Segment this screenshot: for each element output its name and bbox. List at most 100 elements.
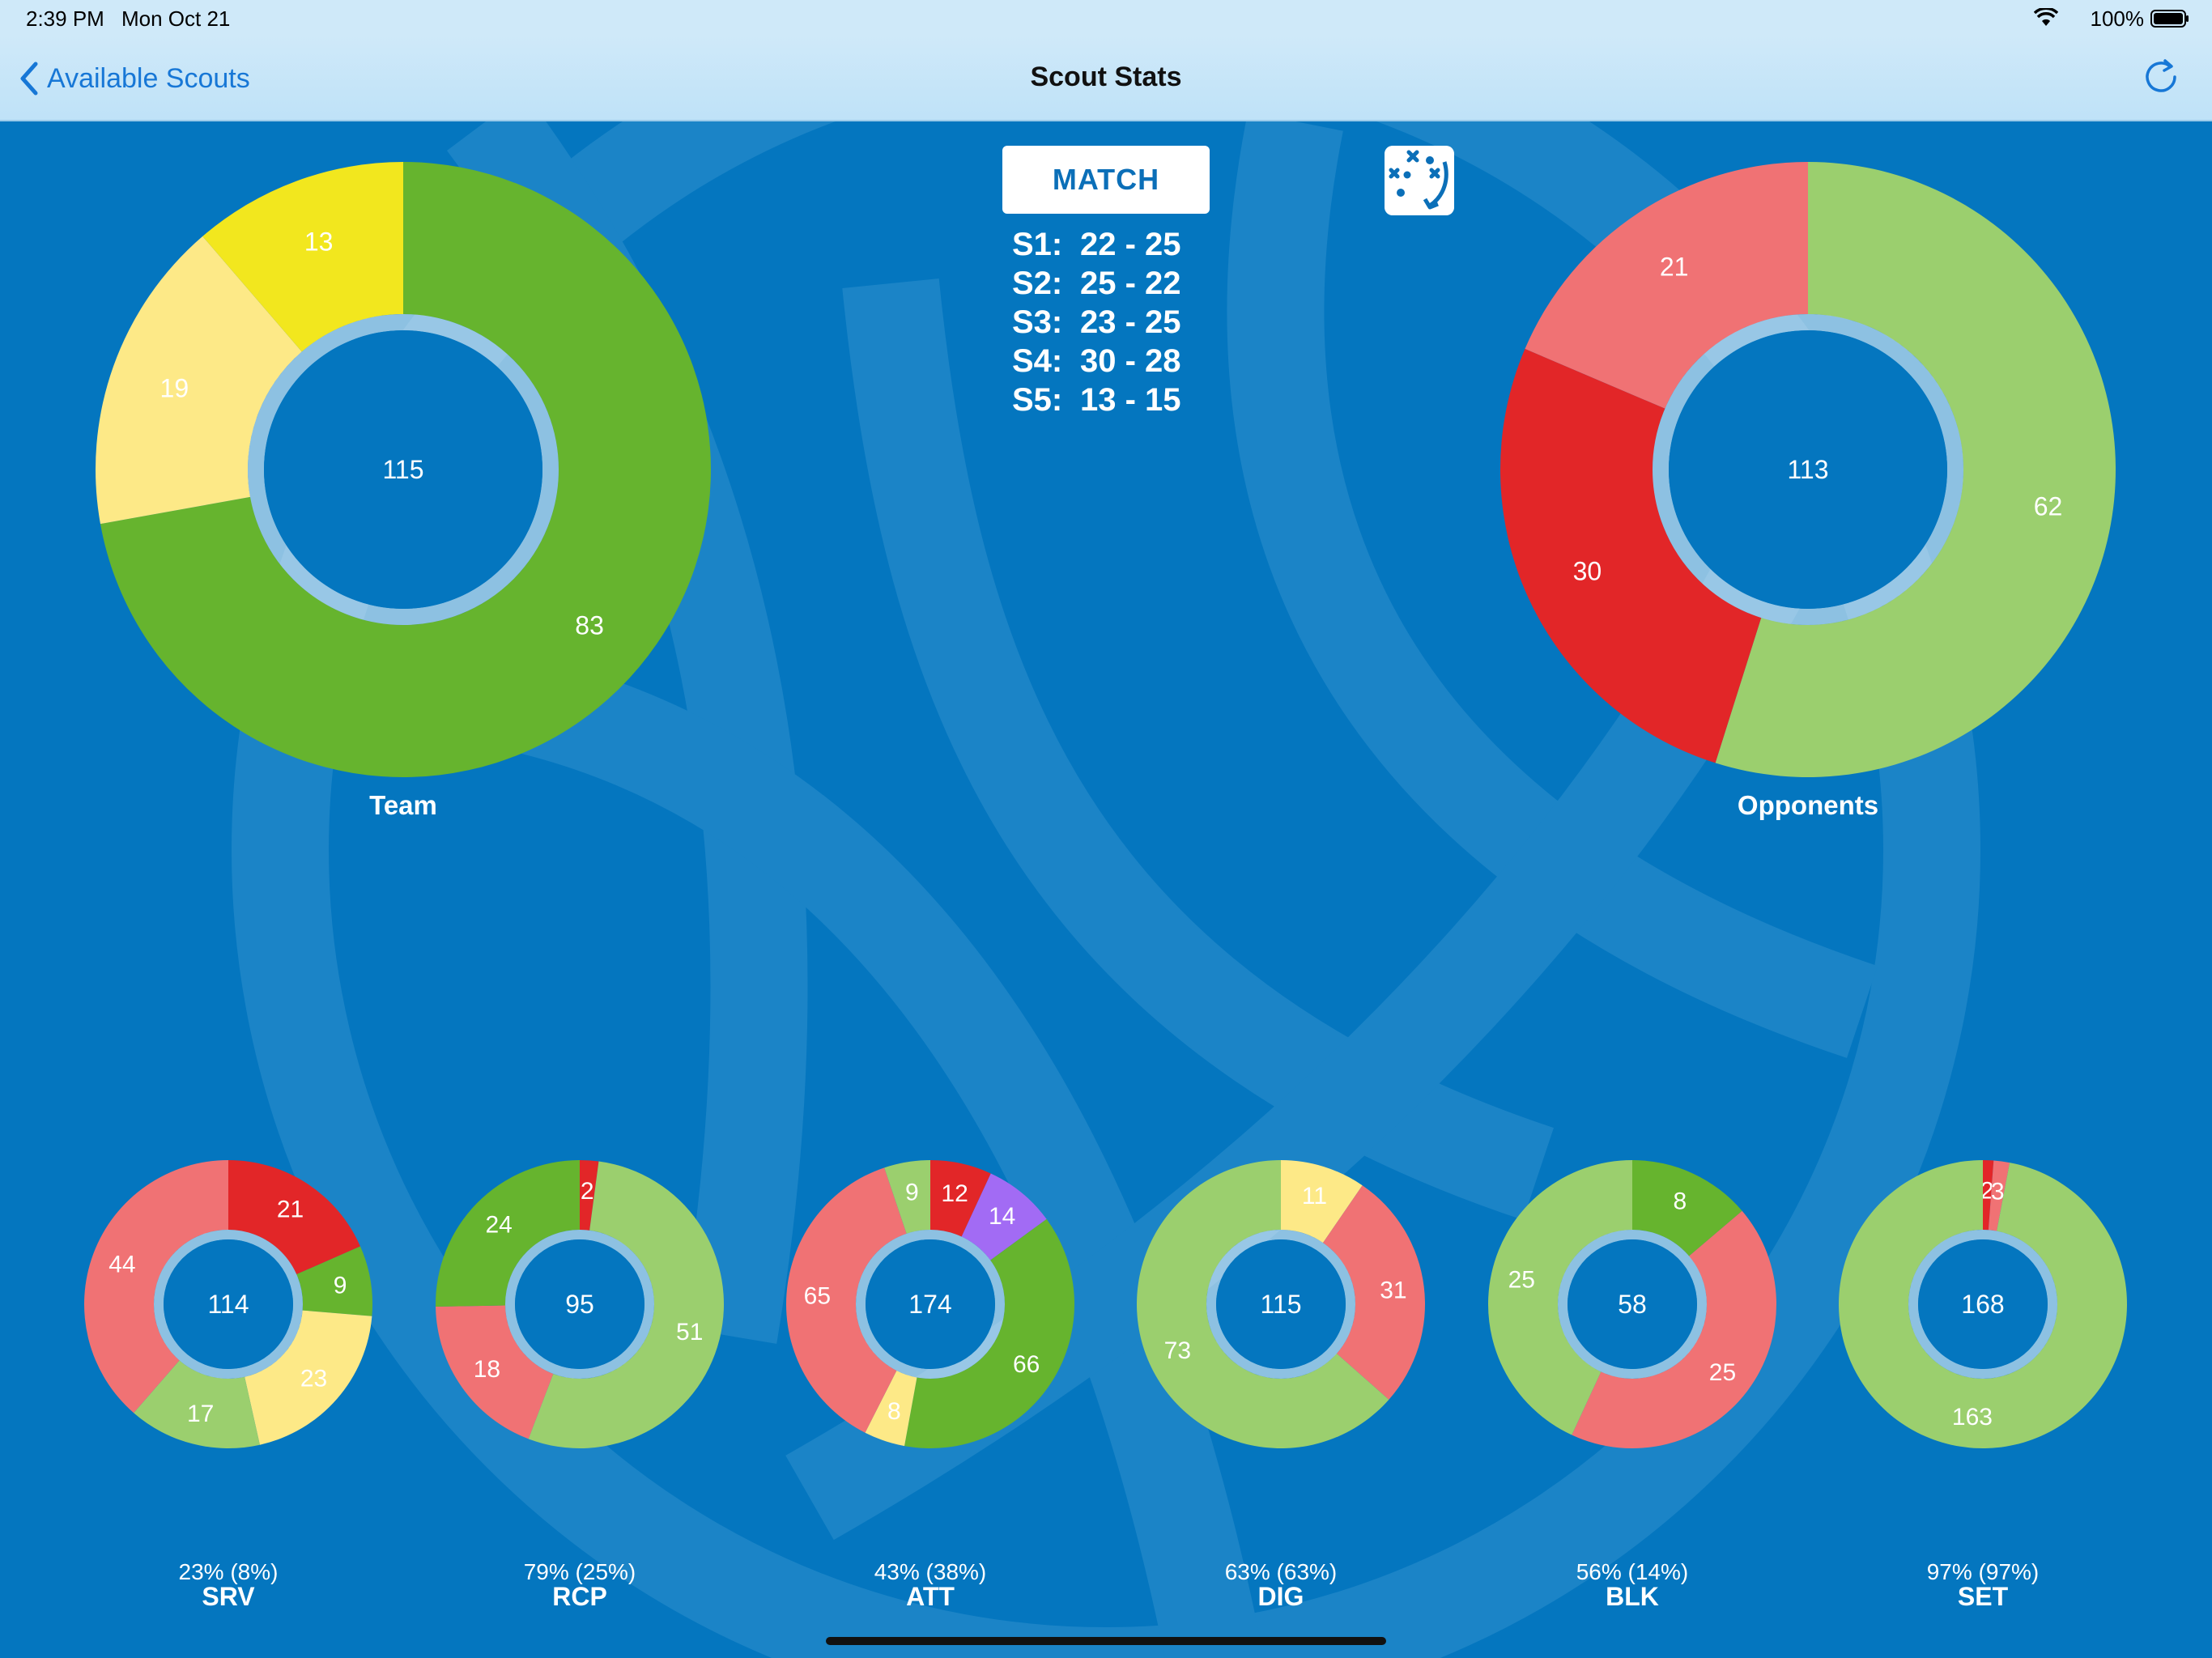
donut-center-total: 114 <box>207 1290 249 1319</box>
slice-value-label: 23 <box>300 1365 327 1392</box>
chart-slice[interactable] <box>436 1305 554 1439</box>
blk-donut-chart: 8 25 25 58 <box>1487 1160 1777 1449</box>
set-score-row: S1: 22 - 25 <box>1012 225 1181 264</box>
back-button[interactable]: Available Scouts <box>18 58 250 99</box>
chart-slice[interactable] <box>245 1310 372 1445</box>
set-score: 30 - 28 <box>1080 343 1181 379</box>
slice-value-label: 14 <box>989 1203 1015 1230</box>
donut-hole <box>1568 1239 1697 1369</box>
status-time: 2:39 PM <box>26 6 104 31</box>
team-donut-chart: 83 19 13 115 <box>95 162 712 777</box>
inner-ring <box>1908 1230 2057 1379</box>
set-label: S2: <box>1012 266 1063 301</box>
rcp-percent: 79% (25%) <box>523 1559 636 1584</box>
slice-value-label: 8 <box>1673 1188 1687 1214</box>
chart-slice[interactable] <box>1983 1160 1994 1231</box>
chart-slice[interactable] <box>228 1160 361 1275</box>
chart-slice[interactable] <box>904 1218 1074 1448</box>
inner-ring <box>505 1230 654 1379</box>
chart-slice[interactable] <box>1136 1160 1389 1448</box>
slice-value-label: 163 <box>1952 1404 1993 1431</box>
set-score-row: S4: 30 - 28 <box>1012 342 1181 380</box>
home-indicator <box>826 1637 1386 1645</box>
donut-hole <box>264 330 542 609</box>
slice-value-label: 73 <box>1164 1337 1191 1364</box>
chart-slice[interactable] <box>961 1173 1047 1261</box>
chart-slice[interactable] <box>1281 1160 1363 1244</box>
status-date: Mon Oct 21 <box>121 6 231 31</box>
slice-value-label: 11 <box>1302 1183 1327 1209</box>
chart-slice[interactable] <box>786 1167 907 1433</box>
att-label: ATT <box>906 1582 955 1611</box>
slice-value-label: 21 <box>277 1196 304 1222</box>
dig-label: DIG <box>1257 1582 1304 1611</box>
blk-percent: 56% (14%) <box>1576 1559 1689 1584</box>
dig-percent: 63% (63%) <box>1224 1559 1338 1584</box>
donut-hole <box>1918 1239 2048 1369</box>
slice-value-label: 12 <box>941 1180 968 1207</box>
chart-slice[interactable] <box>884 1160 930 1234</box>
battery-icon <box>2150 10 2189 28</box>
chart-slice[interactable] <box>100 162 712 777</box>
chart-slice[interactable] <box>1487 1160 1632 1435</box>
donut-center-total: 113 <box>1787 455 1828 484</box>
donut-hole <box>866 1239 995 1369</box>
att-donut-chart: 12 14 66 8 65 9 174 <box>786 1160 1074 1448</box>
chart-slice[interactable] <box>1988 1160 2010 1231</box>
chart-slice[interactable] <box>1839 1160 2127 1448</box>
chart-slice[interactable] <box>865 1371 917 1447</box>
blk-label: BLK <box>1606 1582 1659 1611</box>
set-score: 13 - 15 <box>1080 382 1181 418</box>
slice-value-label: 3 <box>1991 1179 2005 1205</box>
chart-slice[interactable] <box>134 1360 260 1448</box>
slice-value-label: 21 <box>1660 253 1689 282</box>
slice-value-label: 9 <box>905 1179 919 1205</box>
status-bar: 2:39 PM Mon Oct 21 100% <box>0 0 2212 36</box>
chart-slice[interactable] <box>1500 348 1762 763</box>
srv-percent: 23% (8%) <box>178 1559 279 1584</box>
back-button-label: Available Scouts <box>47 62 250 94</box>
dig-donut-chart: 11 31 73 115 <box>1136 1160 1425 1448</box>
chart-slice[interactable] <box>930 1160 991 1237</box>
chart-slice[interactable] <box>528 1161 725 1448</box>
slice-value-label: 25 <box>1508 1266 1535 1293</box>
set-label: S4: <box>1012 343 1063 379</box>
match-button[interactable]: MATCH <box>1002 146 1210 214</box>
slice-value-label: 65 <box>804 1282 831 1309</box>
slice-value-label: 2 <box>1980 1178 1994 1205</box>
chart-slice[interactable] <box>1525 162 1809 409</box>
chart-slice[interactable] <box>83 1160 228 1414</box>
slice-value-label: 30 <box>1573 556 1602 585</box>
rcp-label: RCP <box>552 1582 607 1611</box>
slice-value-label: 13 <box>304 227 334 257</box>
chart-slice[interactable] <box>202 162 403 352</box>
refresh-icon[interactable] <box>2141 57 2181 97</box>
set-label: S5: <box>1012 382 1063 418</box>
slice-value-label: 8 <box>887 1398 901 1425</box>
donut-hole <box>164 1239 293 1369</box>
slice-value-label: 19 <box>160 374 189 403</box>
rcp-donut-chart: 2 51 18 24 95 <box>436 1160 725 1448</box>
set-label: SET <box>1957 1582 2009 1611</box>
slice-value-label: 62 <box>2034 492 2063 521</box>
chart-slice[interactable] <box>95 236 302 525</box>
set-score-row: S3: 23 - 25 <box>1012 303 1181 342</box>
chart-slice[interactable] <box>580 1160 599 1231</box>
chart-slice[interactable] <box>1632 1160 1742 1256</box>
donut-center-total: 58 <box>1618 1290 1647 1319</box>
set-scores: S1: 22 - 25 S2: 25 - 22 S3: 23 - 25 S4: 30 -… <box>1012 225 1181 419</box>
donut-hole <box>515 1239 644 1369</box>
chart-slice[interactable] <box>436 1160 580 1307</box>
slice-value-label: 25 <box>1709 1359 1736 1386</box>
chart-slice[interactable] <box>1572 1210 1777 1449</box>
inner-ring <box>248 314 559 625</box>
att-percent: 43% (38%) <box>874 1559 987 1584</box>
playbook-icon[interactable] <box>1385 146 1454 215</box>
chart-slice[interactable] <box>296 1246 372 1316</box>
donut-center-total: 168 <box>1961 1290 2004 1319</box>
chart-slice[interactable] <box>1715 162 2116 777</box>
chart-slice[interactable] <box>1323 1185 1425 1400</box>
donut-hole <box>1216 1239 1346 1369</box>
slice-value-label: 44 <box>108 1251 135 1278</box>
set-score-row: S5: 13 - 15 <box>1012 380 1181 419</box>
